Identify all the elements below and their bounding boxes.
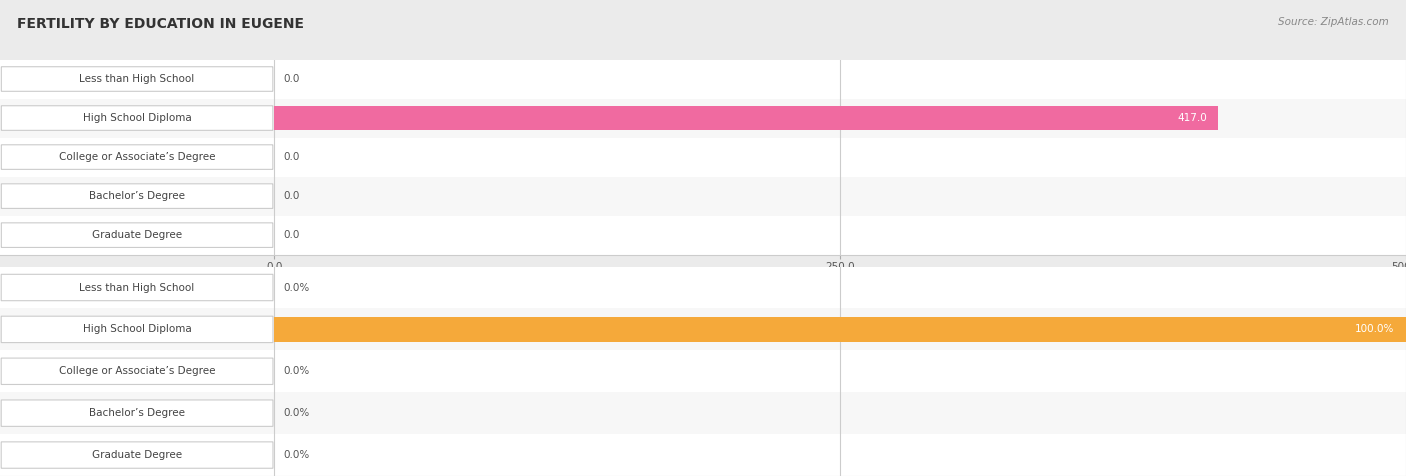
Text: 417.0: 417.0	[1177, 113, 1206, 123]
Text: FERTILITY BY EDUCATION IN EUGENE: FERTILITY BY EDUCATION IN EUGENE	[17, 17, 304, 30]
Bar	[274, 106, 1218, 130]
Bar	[0, 60, 1406, 99]
Text: Graduate Degree: Graduate Degree	[91, 230, 183, 240]
FancyBboxPatch shape	[1, 223, 273, 248]
Text: Less than High School: Less than High School	[80, 282, 194, 293]
Text: 0.0: 0.0	[283, 230, 299, 240]
Text: 0.0: 0.0	[283, 152, 299, 162]
Text: Source: ZipAtlas.com: Source: ZipAtlas.com	[1278, 17, 1389, 27]
Bar	[0, 99, 1406, 138]
FancyBboxPatch shape	[1, 400, 273, 426]
Bar	[0, 434, 1406, 476]
Text: 0.0%: 0.0%	[283, 366, 309, 377]
Text: High School Diploma: High School Diploma	[83, 113, 191, 123]
FancyBboxPatch shape	[1, 184, 273, 208]
Text: 0.0%: 0.0%	[283, 282, 309, 293]
Text: Less than High School: Less than High School	[80, 74, 194, 84]
Text: 0.0: 0.0	[283, 191, 299, 201]
Bar	[0, 350, 1406, 392]
Text: 100.0%: 100.0%	[1355, 324, 1395, 335]
FancyBboxPatch shape	[1, 316, 273, 343]
FancyBboxPatch shape	[1, 358, 273, 385]
FancyBboxPatch shape	[1, 106, 273, 130]
Bar	[0, 267, 1406, 308]
Text: 0.0%: 0.0%	[283, 408, 309, 418]
Text: Graduate Degree: Graduate Degree	[91, 450, 183, 460]
Text: College or Associate’s Degree: College or Associate’s Degree	[59, 366, 215, 377]
Text: Bachelor’s Degree: Bachelor’s Degree	[89, 408, 186, 418]
Text: 0.0: 0.0	[283, 74, 299, 84]
FancyBboxPatch shape	[1, 442, 273, 468]
Text: College or Associate’s Degree: College or Associate’s Degree	[59, 152, 215, 162]
Text: Bachelor’s Degree: Bachelor’s Degree	[89, 191, 186, 201]
Bar	[0, 392, 1406, 434]
Bar	[0, 177, 1406, 216]
FancyBboxPatch shape	[1, 67, 273, 91]
FancyBboxPatch shape	[1, 145, 273, 169]
Bar	[0, 308, 1406, 350]
Bar	[274, 317, 1406, 342]
Bar	[0, 216, 1406, 255]
Text: High School Diploma: High School Diploma	[83, 324, 191, 335]
FancyBboxPatch shape	[1, 274, 273, 301]
Text: 0.0%: 0.0%	[283, 450, 309, 460]
Bar	[0, 138, 1406, 177]
